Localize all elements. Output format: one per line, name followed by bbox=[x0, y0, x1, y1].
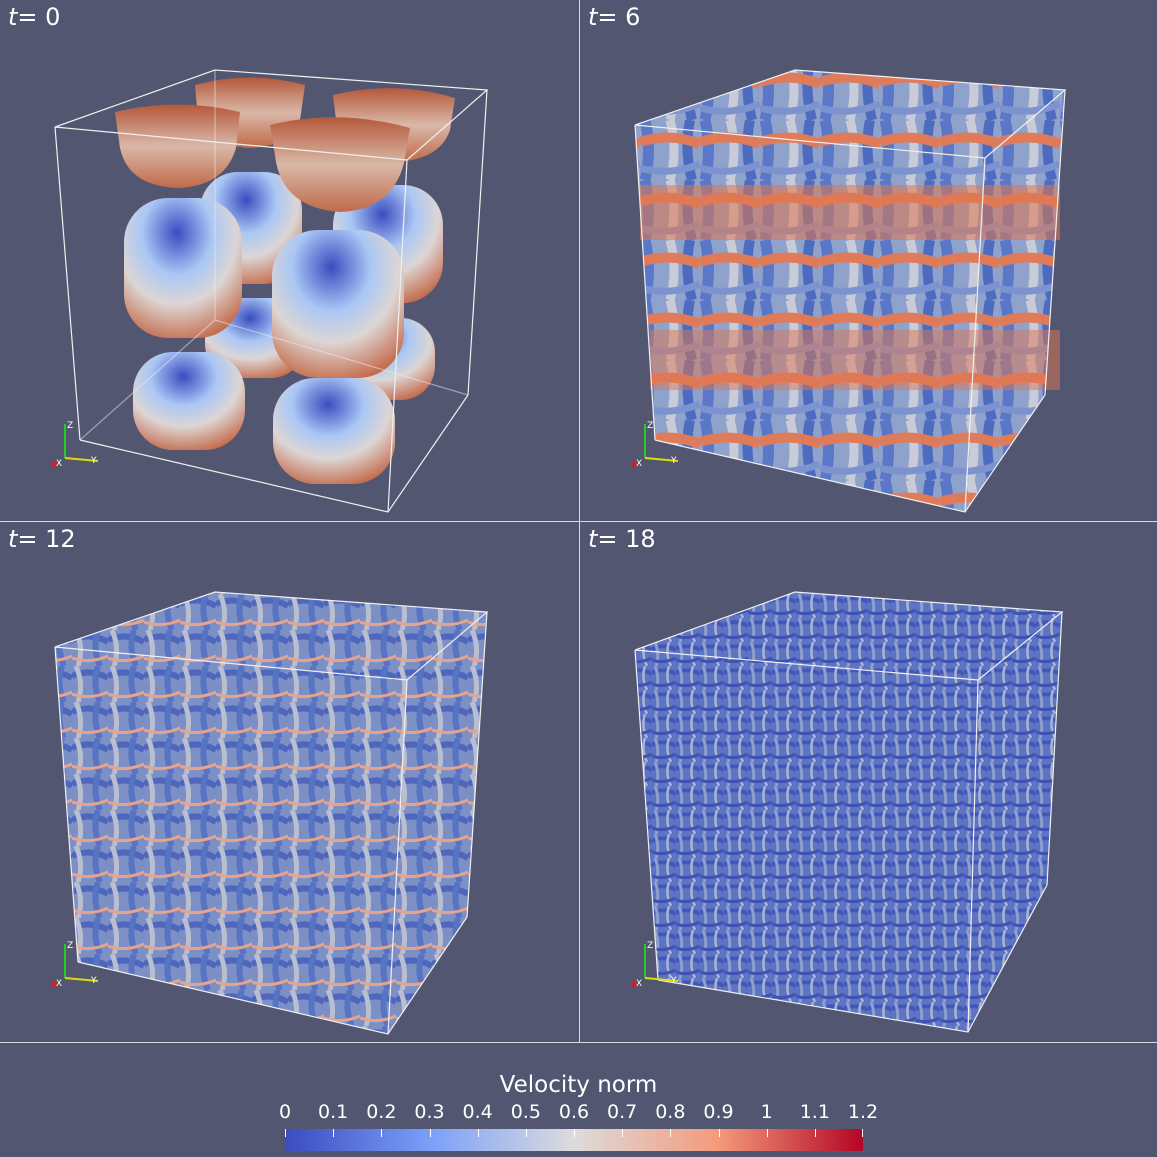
colorbar-tick-label: 0.6 bbox=[558, 1101, 590, 1123]
colorbar-tick-mark bbox=[477, 1129, 479, 1137]
colorbar-tick-label: 0.8 bbox=[655, 1101, 686, 1123]
time-label: t= 0 bbox=[8, 3, 61, 31]
vortex-blob bbox=[133, 352, 245, 450]
axis-y-label: Y bbox=[90, 456, 97, 466]
axis-x-label: X bbox=[636, 459, 642, 469]
colorbar-tick-label: 0.4 bbox=[462, 1101, 493, 1123]
domain-outline bbox=[54, 69, 489, 513]
colorbar-tick-mark bbox=[285, 1129, 286, 1137]
domain-outline bbox=[54, 591, 489, 1035]
vortex-field bbox=[635, 592, 1062, 1032]
colorbar-tick-label: 0.3 bbox=[414, 1101, 445, 1123]
vortex-blob bbox=[124, 198, 242, 338]
colorbar-tick-mark bbox=[333, 1129, 335, 1137]
colorbar-tick-label: 0 bbox=[278, 1101, 292, 1123]
colorbar-tick-label: 1.2 bbox=[847, 1101, 879, 1123]
axis-x-label: X bbox=[636, 979, 642, 989]
render-view-t0: Z Y X bbox=[51, 69, 489, 513]
axes-triad: Z Y X bbox=[51, 941, 99, 989]
colorbar-tick-label: 0.2 bbox=[366, 1101, 397, 1123]
time-label: t= 6 bbox=[588, 3, 641, 31]
panel-t6: Z Y X t= 6 bbox=[580, 0, 1157, 521]
axis-y-label: Y bbox=[90, 976, 97, 986]
axes-triad: Z Y X bbox=[51, 421, 99, 469]
colorbar-tick-mark bbox=[766, 1129, 768, 1137]
time-label: t= 12 bbox=[8, 525, 76, 553]
axes-triad: Z Y X bbox=[631, 421, 679, 469]
domain-outline bbox=[634, 69, 1067, 513]
vortex-blob bbox=[272, 230, 404, 378]
colorbar-tick-label: 1 bbox=[760, 1101, 773, 1123]
colorbar-tick-label: 0.5 bbox=[510, 1101, 541, 1123]
colorbar-tick-mark bbox=[718, 1129, 720, 1137]
axis-y-label: Y bbox=[670, 456, 677, 466]
axis-z-label: Z bbox=[647, 941, 653, 951]
vortex-blob bbox=[273, 378, 395, 484]
colorbar-tick-mark bbox=[429, 1129, 431, 1137]
colorbar-tick-label: 0.1 bbox=[318, 1101, 349, 1123]
panel-divider-horizontal bbox=[0, 521, 1157, 522]
axis-z-label: Z bbox=[67, 941, 73, 951]
axis-x-label: X bbox=[56, 459, 62, 469]
colorbar-tick-mark bbox=[814, 1129, 816, 1137]
colorbar-tick-label: 0.9 bbox=[703, 1101, 734, 1123]
colorbar-tick-mark bbox=[622, 1129, 624, 1137]
vortex-field bbox=[55, 592, 487, 1034]
panel-t12: Z Y X t= 12 bbox=[0, 522, 579, 1042]
colorbar-tick-label: 0.7 bbox=[607, 1101, 638, 1123]
axis-z-label: Z bbox=[647, 421, 653, 431]
colorbar-tick-mark bbox=[525, 1129, 527, 1137]
colorbar-tick-mark bbox=[862, 1129, 863, 1137]
vortex-blob bbox=[115, 104, 240, 188]
time-label: t= 18 bbox=[588, 525, 656, 553]
render-view-t6: Z Y X bbox=[631, 69, 1067, 513]
panel-t18: Z Y X t= 18 bbox=[580, 522, 1157, 1042]
domain-outline bbox=[634, 591, 1064, 1033]
render-view-t12: Z Y X bbox=[51, 591, 489, 1035]
panel-t0: Z Y X t= 0 bbox=[0, 0, 579, 521]
render-view-t18: Z Y X bbox=[631, 591, 1064, 1033]
axis-y-label: Y bbox=[670, 976, 677, 986]
vortex-layer bbox=[650, 330, 1060, 390]
colorbar-tick-mark bbox=[574, 1129, 575, 1137]
colorbar-tick-labels: 0 0.1 0.2 0.3 0.4 0.5 0.6 0.7 0.8 0.9 1 1.1 1.2 bbox=[0, 1099, 1157, 1125]
colorbar-tick-mark bbox=[670, 1129, 672, 1137]
vortex-blob bbox=[270, 117, 410, 212]
axes-triad: Z Y X bbox=[631, 941, 679, 989]
colorbar-tick-mark bbox=[381, 1129, 383, 1137]
axis-z-label: Z bbox=[67, 421, 73, 431]
colorbar-tick-label: 1.1 bbox=[799, 1101, 830, 1123]
panel-divider-bottom bbox=[0, 1042, 1157, 1043]
colorbar-title: Velocity norm bbox=[499, 1072, 658, 1098]
axis-x-label: X bbox=[56, 979, 62, 989]
vortex-field bbox=[635, 70, 1065, 512]
vortex-layer bbox=[640, 185, 1060, 240]
